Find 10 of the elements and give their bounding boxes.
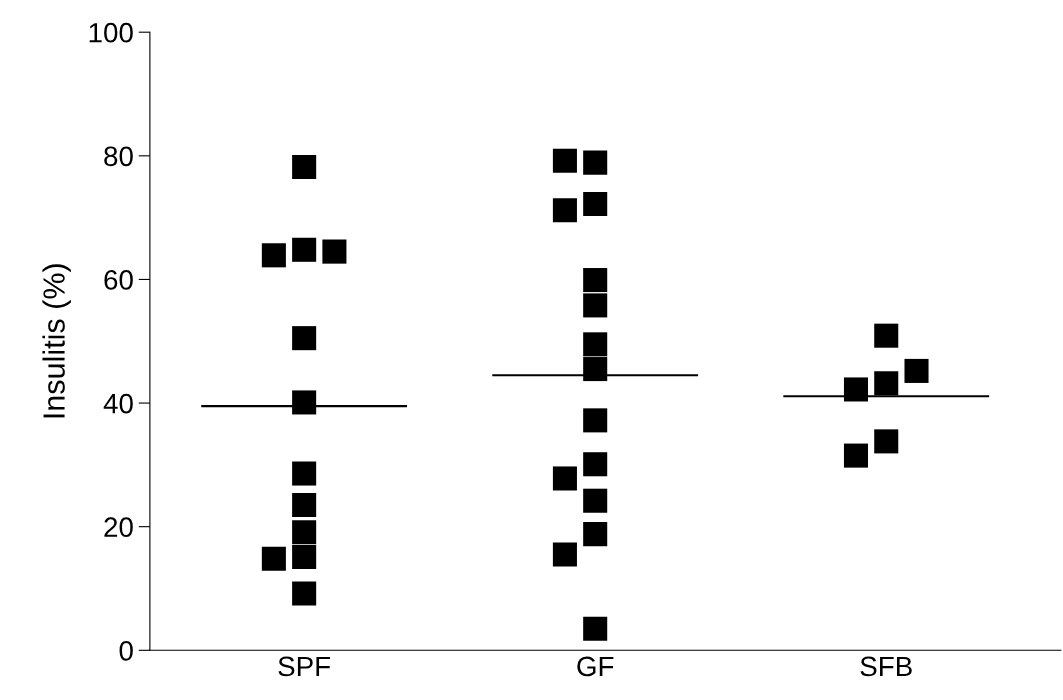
- y-tick-label: 40: [103, 393, 133, 414]
- y-tick-label: 0: [119, 640, 133, 661]
- x-tick-label: GF: [577, 656, 614, 677]
- y-tick-label: 100: [89, 22, 133, 43]
- y-tick-label: 80: [104, 146, 133, 167]
- y-axis-title: Insulitis (%): [42, 264, 71, 418]
- x-tick-label: SPF: [278, 656, 331, 677]
- y-tick-label: 20: [104, 517, 133, 538]
- y-tick-label: 60: [104, 270, 133, 290]
- x-tick-label: SFB: [860, 656, 912, 677]
